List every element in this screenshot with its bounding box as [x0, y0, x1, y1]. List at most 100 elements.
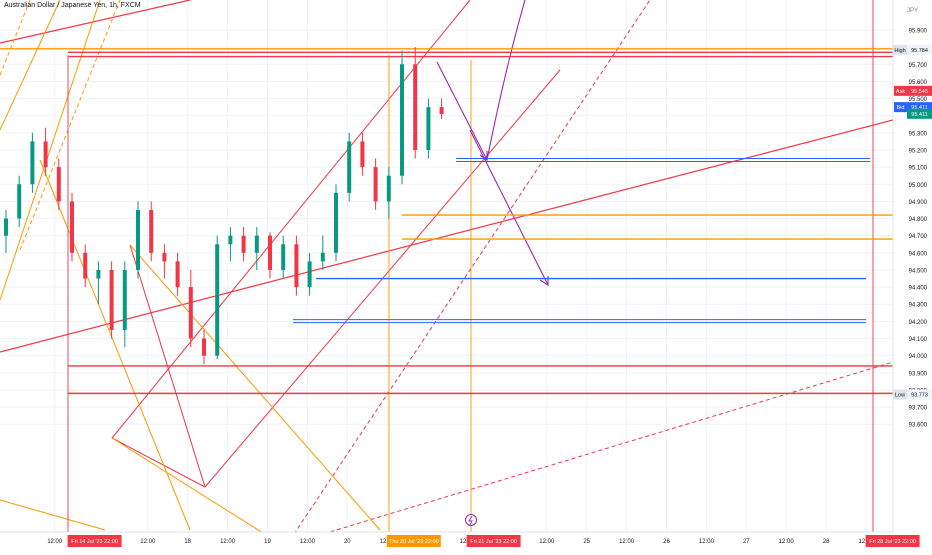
candle-body [4, 218, 8, 236]
trend-line [0, 499, 106, 531]
candle [149, 201, 154, 262]
price-badge: Ask 95.545 [894, 85, 932, 96]
price-badge: Low 93.773 [893, 389, 932, 400]
x-tick-label: 12:00 [619, 539, 635, 545]
candle [175, 252, 180, 296]
y-tick-label: 94.800 [909, 217, 928, 223]
y-tick-label: 95.000 [909, 183, 928, 189]
candle [373, 158, 378, 210]
candle [122, 261, 127, 348]
trend-line [111, 437, 291, 551]
candle-body [228, 235, 233, 245]
candle [281, 235, 286, 279]
candle [254, 227, 259, 270]
candle [70, 192, 74, 262]
candle-body [175, 261, 180, 288]
candle-body [347, 141, 352, 193]
candle-body [70, 201, 74, 253]
y-tick-label: 95.500 [909, 97, 928, 103]
candle-body [202, 338, 206, 356]
candle-body [281, 244, 286, 270]
y-tick-label: 94.200 [909, 320, 928, 326]
time-badge: Fri 28 Jul '23 22:00 [865, 535, 920, 547]
badge-label-bg [894, 102, 907, 113]
time-badge-bg [466, 535, 521, 547]
y-tick-label: 94.300 [909, 303, 928, 309]
candle-body [96, 269, 101, 279]
projection-arrow [436, 61, 488, 161]
y-tick-label: 94.700 [909, 234, 928, 240]
candle [360, 132, 365, 176]
price-badge: Bid 95.411 [894, 102, 932, 113]
y-tick-label: 94.100 [909, 337, 928, 343]
badge-label: Low [895, 393, 905, 399]
x-tick-label: 12:00 [539, 539, 555, 545]
time-axis-bg [0, 532, 932, 550]
candle [30, 132, 35, 193]
candle [307, 252, 312, 296]
y-tick-label: 95.700 [909, 63, 928, 69]
y-tick-label: 94.900 [909, 200, 928, 206]
candle [439, 98, 444, 120]
badge-label: High [894, 48, 905, 54]
badge-value-bg [907, 44, 932, 55]
y-tick-label: 95.600 [909, 80, 928, 86]
trend-line [111, 437, 206, 488]
candle-body [188, 287, 193, 339]
y-tick-label: 94.000 [909, 354, 928, 360]
badge-label: Bid [897, 105, 905, 111]
badge-value-bg [907, 85, 932, 96]
price-badge: 95.411 [907, 108, 932, 119]
candle-body [136, 209, 140, 270]
badge-label-bg [893, 389, 907, 400]
time-axis: 12:00 12:00 18 12:00 19 12:00 20 12:00 12:00 12:0… [0, 514, 932, 550]
trend-line [289, 0, 651, 541]
candle [162, 244, 167, 279]
y-tick-label: 93.600 [909, 423, 928, 429]
x-tick-label: 20 [344, 539, 351, 545]
candle [96, 261, 101, 305]
badge-value: 95.784 [911, 48, 928, 54]
y-tick-label: 94.600 [909, 251, 928, 257]
projection-arrow [469, 129, 549, 286]
x-tick-label: 12:00 [47, 539, 63, 545]
badge-value: 95.411 [911, 112, 927, 118]
badge-value-bg [907, 108, 932, 119]
candle [426, 98, 431, 159]
currency-label: JPY [906, 8, 918, 14]
badge-value: 93.773 [911, 393, 928, 399]
candle [202, 329, 206, 365]
price-axis: 95.90095.80095.70095.60095.50095.40095.3… [892, 0, 932, 550]
event-marker-ring [465, 514, 477, 526]
time-badge: Fri 21 Jul '23 22:00 [466, 535, 521, 547]
price-badge: High 95.784 [893, 44, 932, 55]
candle-body [439, 107, 444, 114]
candle [4, 209, 8, 253]
y-tick-label: 95.100 [909, 166, 928, 172]
x-tick-label: 19 [264, 539, 271, 545]
x-tick-label: 12:00 [220, 539, 236, 545]
candle-body [241, 235, 246, 253]
candle-body [386, 175, 391, 202]
x-tick-label: 26 [663, 539, 670, 545]
candle [17, 175, 22, 228]
badge-value: 95.545 [911, 89, 928, 95]
badge-label: Ask [896, 89, 905, 95]
projection-curve [486, 0, 526, 161]
time-badge-label: Fri 14 Jul '23 22:00 [71, 539, 118, 545]
badge-value-bg [907, 389, 932, 400]
candle [413, 47, 418, 159]
x-tick-label: 27 [743, 539, 750, 545]
y-tick-label: 95.900 [909, 29, 928, 35]
candles [4, 47, 444, 365]
trend-line [111, 0, 471, 439]
candle [228, 227, 233, 262]
candle [215, 235, 220, 360]
candle-body [320, 252, 325, 262]
x-tick-label: 28 [823, 539, 830, 545]
candle-body [413, 64, 418, 150]
x-tick-label: 12:00 [140, 539, 156, 545]
candle-body [426, 107, 431, 150]
